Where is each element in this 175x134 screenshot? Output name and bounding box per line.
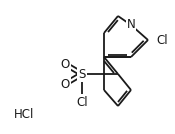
Text: HCl: HCl: [14, 109, 34, 122]
Text: O: O: [60, 57, 70, 70]
Text: N: N: [127, 18, 135, 31]
Text: O: O: [60, 77, 70, 90]
Text: Cl: Cl: [156, 34, 168, 46]
Text: Cl: Cl: [76, 96, 88, 109]
Text: S: S: [78, 68, 86, 81]
